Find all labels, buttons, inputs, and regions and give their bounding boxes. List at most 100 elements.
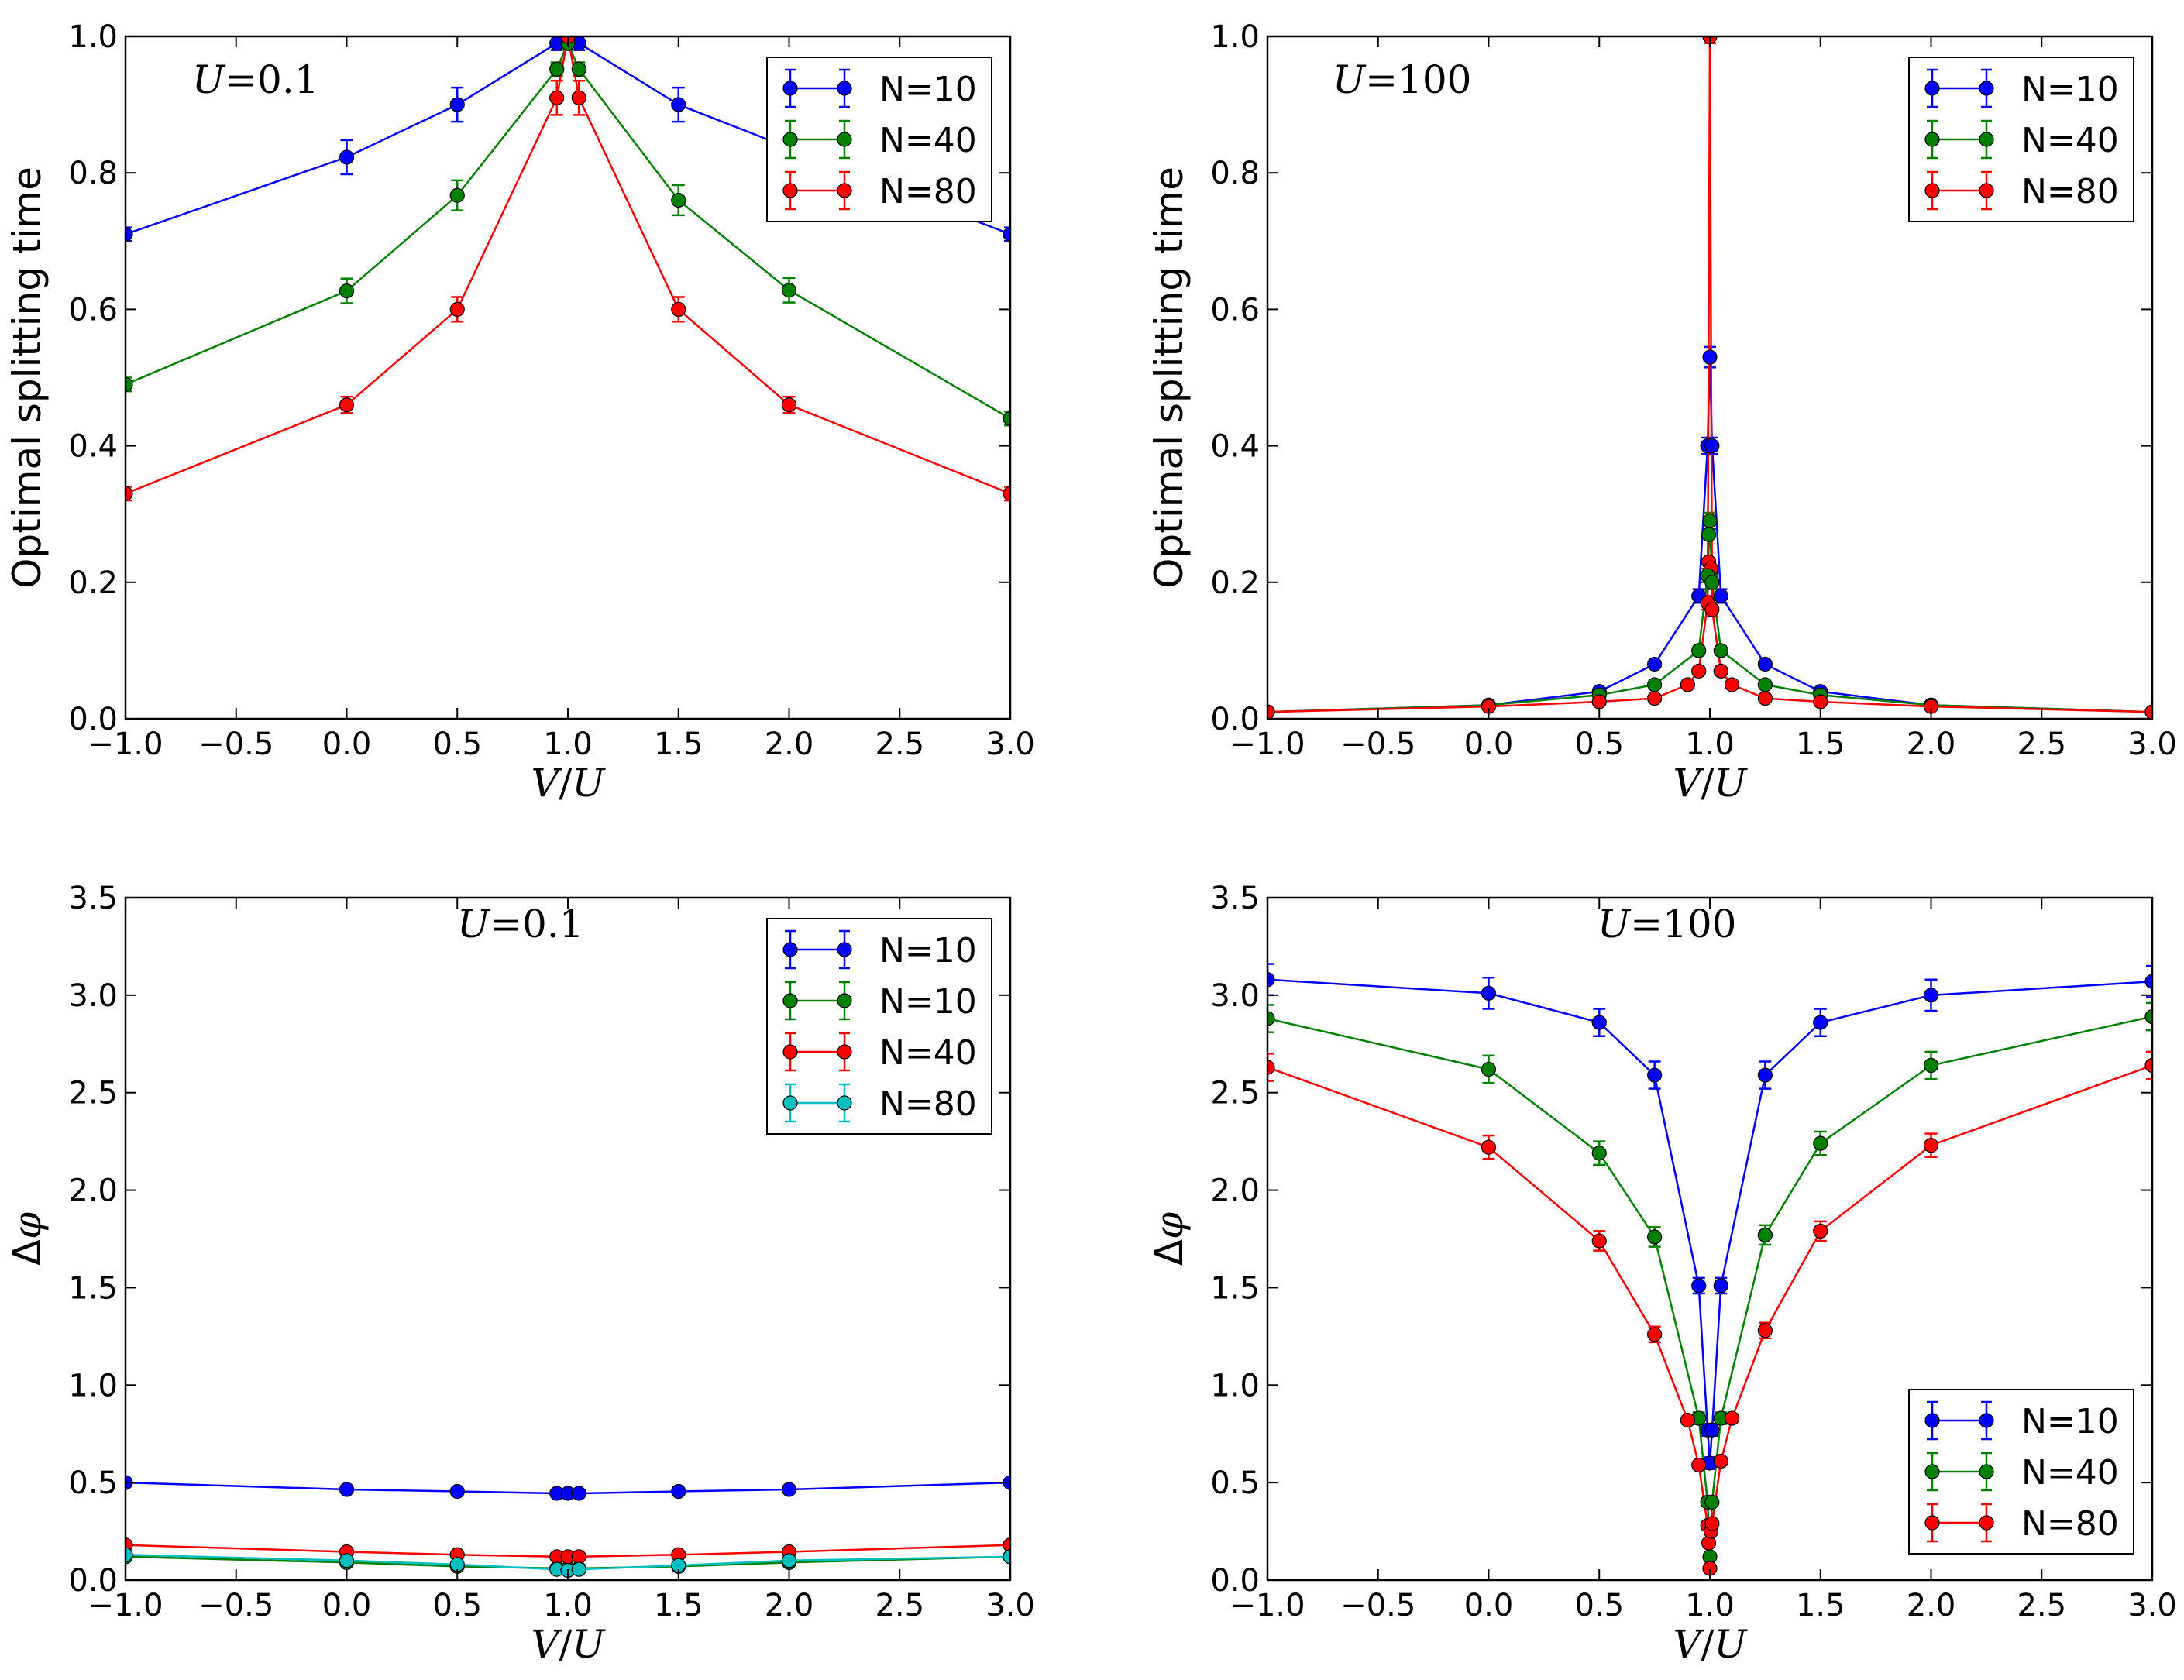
x-tick-label: −1.0: [1230, 1588, 1305, 1623]
legend-label: N=40: [2021, 121, 2119, 160]
legend-marker: [782, 183, 798, 198]
legend-marker: [782, 942, 798, 957]
x-tick-label: 1.0: [1685, 727, 1735, 762]
x-tick-label: 0.0: [1464, 727, 1514, 762]
legend-entry: N=10: [782, 981, 977, 1022]
y-tick-label: 2.0: [68, 1173, 118, 1209]
y-tick-label: 0.0: [1210, 1563, 1260, 1599]
data-point: [671, 301, 686, 317]
legend-marker: [1924, 132, 1940, 147]
legend-label: N=80: [879, 1084, 977, 1124]
legend-label: N=10: [2021, 1402, 2119, 1441]
y-tick-label: 1.5: [68, 1270, 118, 1306]
x-tick-label: 2.5: [875, 727, 924, 762]
y-tick-label: 0.6: [68, 292, 118, 328]
data-point: [1813, 1135, 1828, 1151]
legend-label: N=10: [879, 982, 977, 1022]
x-tick-label: 1.5: [654, 1588, 703, 1623]
x-tick-label: −0.5: [1340, 727, 1415, 762]
x-tick-label: 3.0: [985, 727, 1035, 762]
y-tick-label: 2.5: [68, 1076, 118, 1111]
y-tick-label: 0.8: [1210, 156, 1260, 191]
x-tick-label: 2.0: [1907, 727, 1956, 762]
data-point: [1691, 1457, 1707, 1473]
data-point: [571, 1549, 586, 1565]
data-point: [1481, 1139, 1497, 1155]
series-line: [126, 36, 1010, 495]
legend-marker: [1979, 1413, 1994, 1428]
legend-label: N=40: [2021, 1453, 2119, 1493]
x-tick-label: 1.5: [1796, 1588, 1845, 1623]
data-point: [781, 1482, 797, 1497]
data-point: [1267, 1060, 1275, 1075]
y-tick-label: 0.6: [1210, 292, 1260, 328]
panel-annotation: U=100: [1598, 902, 1736, 947]
data-point: [1647, 656, 1663, 672]
legend-label: N=80: [879, 172, 977, 211]
data-point: [126, 226, 133, 242]
data-point: [1702, 513, 1718, 529]
data-point: [1713, 643, 1728, 658]
x-tick-label: −1.0: [1230, 727, 1305, 762]
legend-label: N=40: [879, 1033, 977, 1073]
data-point: [781, 397, 797, 413]
legend-entry: N=10: [782, 68, 977, 109]
y-tick-label: 0.2: [68, 565, 118, 601]
data-point: [1813, 1015, 1828, 1030]
y-tick-label: 1.5: [1210, 1270, 1260, 1306]
y-tick-label: 0.0: [1210, 702, 1260, 737]
data-point: [1757, 1067, 1773, 1083]
y-tick-label: 1.0: [1210, 19, 1260, 55]
data-point: [1704, 602, 1720, 617]
legend-label: N=10: [879, 931, 977, 971]
legend-label: N=10: [879, 70, 977, 109]
data-point: [449, 187, 465, 203]
legend: N=10 N=40 N=80: [766, 57, 992, 222]
x-tick-label: 0.0: [322, 1588, 372, 1623]
legend-marker: [837, 81, 852, 96]
data-point: [1757, 1227, 1773, 1243]
data-point: [549, 90, 565, 105]
data-point: [1757, 677, 1773, 692]
x-tick-label: 2.5: [2017, 1588, 2066, 1623]
data-point: [126, 376, 133, 392]
legend: N=10 N=40 N=80: [1908, 1389, 2134, 1555]
x-axis-label: V/U: [531, 761, 606, 806]
legend-entry: N=10: [782, 929, 977, 971]
data-point: [1713, 1453, 1728, 1469]
x-tick-label: 0.5: [1574, 1588, 1624, 1623]
legend-entry: N=10: [1924, 1400, 2119, 1441]
panel-top-left: −1.0 −0.5 0.0 0.5 1.0 1.5 2.0 2.5 3.0 0.0 0.2 0.4 0.…: [5, 19, 1035, 806]
data-point: [126, 486, 133, 501]
data-point: [571, 1561, 586, 1577]
legend-entry: N=10: [1924, 68, 2119, 109]
legend-marker: [1924, 1464, 1940, 1479]
data-point: [1647, 690, 1663, 706]
x-tick-label: −0.5: [198, 727, 273, 762]
x-tick-label: 1.0: [543, 727, 593, 762]
panel-top-right: −1.0 −0.5 0.0 0.5 1.0 1.5 2.0 2.5 3.0 0.0 0.2 0.4 0.…: [1147, 19, 2177, 806]
y-tick-label: 3.5: [68, 881, 118, 916]
legend-marker: [837, 993, 852, 1008]
y-axis-label: Optimal splitting time: [5, 167, 50, 589]
data-point: [339, 1482, 355, 1497]
data-point: [1680, 1412, 1696, 1428]
data-point: [1813, 1223, 1828, 1239]
x-tick-label: 2.0: [765, 1588, 814, 1623]
legend-marker: [782, 132, 798, 147]
y-tick-label: 0.2: [1210, 565, 1260, 601]
data-point: [1003, 1549, 1010, 1565]
data-point: [1680, 677, 1696, 692]
y-tick-label: 3.0: [1210, 978, 1260, 1014]
series-line: [1267, 36, 2152, 713]
y-axis-label: Optimal splitting time: [1147, 167, 1192, 589]
legend-entry: N=80: [782, 170, 977, 211]
legend-box: [766, 918, 992, 1135]
data-point: [1003, 486, 1010, 501]
y-tick-label: 0.4: [68, 429, 118, 465]
legend-marker: [1924, 81, 1940, 96]
legend-marker: [837, 183, 852, 198]
plot-data: [1267, 36, 2152, 719]
data-point: [781, 283, 797, 298]
